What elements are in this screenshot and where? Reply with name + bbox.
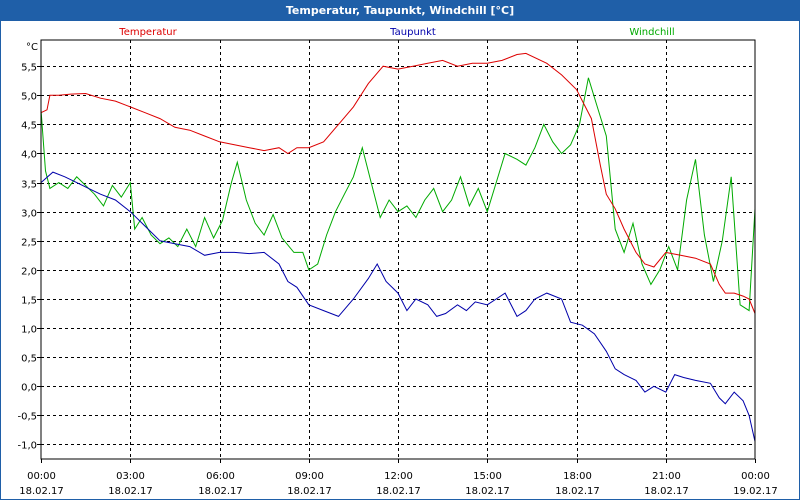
x-tick-time: 00:00 [27,471,56,482]
x-tick-date: 18.02.17 [198,486,243,497]
x-tick-date: 19.02.17 [733,486,778,497]
x-tick-time: 12:00 [384,471,413,482]
legend: Temperatur Taupunkt Windchill [118,27,674,38]
y-tick-label: 0,5 [21,354,37,365]
y-tick-label: 2,5 [21,238,37,249]
x-tick-time: 21:00 [652,471,681,482]
series-lines [40,52,756,442]
y-tick-label: 0,0 [21,383,37,394]
x-tick-date: 18.02.17 [465,486,510,497]
y-tick-label: 4,5 [21,121,37,132]
series-line-temperatur [40,52,756,314]
x-tick-time: 09:00 [295,471,324,482]
legend-item-taupunkt: Taupunkt [389,27,436,38]
y-tick-label: 1,0 [21,325,37,336]
grid-lines [37,40,756,463]
x-tick-time: 00:00 [741,471,770,482]
x-tick-date: 18.02.17 [555,486,600,497]
y-tick-label: 1,5 [21,296,37,307]
x-tick-time: 03:00 [116,471,145,482]
legend-item-temperatur: Temperatur [118,27,177,38]
y-tick-label: -1,0 [17,441,37,452]
x-tick-date: 18.02.17 [376,486,421,497]
window-title: Temperatur, Taupunkt, Windchill [°C] [1,1,799,21]
x-tick-time: 18:00 [563,471,592,482]
y-tick-label: 5,5 [21,63,37,74]
x-tick-date: 18.02.17 [19,486,64,497]
x-tick-time: 15:00 [473,471,502,482]
series-line-taupunkt [40,171,756,442]
legend-item-windchill: Windchill [629,27,674,38]
x-tick-time: 06:00 [206,471,235,482]
y-tick-label: -0,5 [17,412,37,423]
plot-frame [40,39,756,460]
x-tick-date: 18.02.17 [287,486,332,497]
y-axis-labels: 5,5 5,0 4,5 4,0 3,5 3,0 2,5 2,0 1,5 1,0 0,5 0,0 -0,5… [17,63,37,452]
y-tick-label: 4,0 [21,150,37,161]
y-tick-label: 5,0 [21,92,37,103]
y-tick-label: 3,5 [21,180,37,191]
x-axis-labels: 00:00 18.02.17 03:00 18.02.17 06:00 18.02.17 0… [19,471,778,497]
x-tick-date: 18.02.17 [108,486,153,497]
y-tick-label: 2,0 [21,267,37,278]
x-tick-date: 18.02.17 [644,486,689,497]
y-axis-unit: °C [26,42,38,53]
y-tick-label: 3,0 [21,209,37,220]
